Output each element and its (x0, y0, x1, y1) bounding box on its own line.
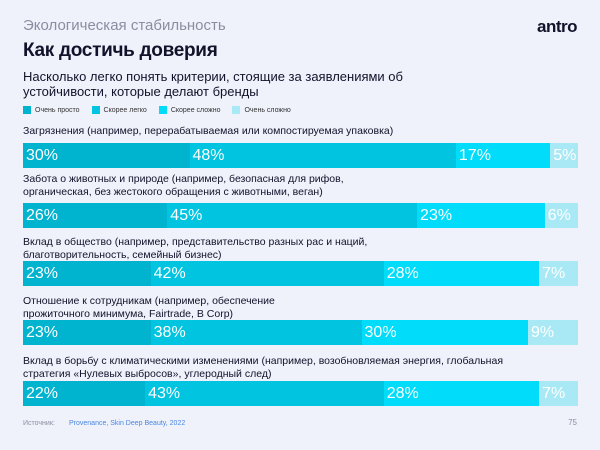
bar-segment: 28% (383, 381, 540, 406)
legend-item: Очень просто (23, 106, 80, 114)
category-label: Забота о животных и природе (например, б… (23, 173, 344, 198)
category-label: Загрязнения (например, перерабатываемая … (23, 125, 394, 137)
source-link[interactable]: Provenance, Skin Deep Beauty, 2022 (69, 420, 186, 427)
legend-label: Скорее сложно (170, 106, 221, 114)
legend-label: Очень просто (35, 106, 80, 114)
legend-swatch (232, 106, 241, 114)
legend-swatch (23, 106, 31, 114)
bar-segment: 6% (544, 203, 578, 228)
data-label: 30% (364, 323, 397, 341)
data-label: 45% (170, 206, 203, 224)
page-number: 75 (568, 418, 577, 427)
data-label: 30% (26, 146, 59, 164)
data-label: 22% (26, 384, 59, 402)
bar-segment: 42% (150, 261, 384, 286)
bar-segment: 7% (539, 261, 578, 286)
data-label: 38% (153, 323, 186, 341)
bar-segment: 38% (150, 320, 362, 345)
data-label: 48% (192, 146, 225, 164)
category-label: Вклад в общество (например, представител… (23, 236, 368, 261)
data-label: 23% (26, 323, 59, 341)
data-label: 23% (26, 264, 59, 282)
data-label: 9% (531, 323, 555, 341)
legend-swatch (158, 106, 167, 114)
data-label: 6% (547, 206, 571, 224)
legend-item: Скорее сложно (158, 106, 221, 114)
legend: Очень просто Скорее легко Скорее сложно Оче… (23, 106, 291, 114)
bar-segment: 45% (167, 203, 418, 228)
data-label: 17% (458, 146, 491, 164)
bar-segment: 22% (23, 381, 146, 406)
data-label: 26% (26, 206, 59, 224)
data-label: 28% (386, 384, 419, 402)
legend-item: Скорее легко (91, 106, 147, 114)
section-title: Экологическая стабильность (23, 17, 226, 34)
bar-segment: 30% (361, 320, 529, 345)
source-label: Источник: (23, 420, 55, 427)
data-label: 28% (386, 264, 419, 282)
legend-swatch (91, 106, 100, 114)
data-label: 7% (542, 384, 566, 402)
category-label: Отношение к сотрудникам (например, обесп… (23, 295, 275, 320)
bar-segment: 26% (23, 203, 168, 228)
data-label: 43% (148, 384, 181, 402)
bar-segment: 48% (189, 143, 456, 168)
legend-label: Очень сложно (244, 106, 291, 114)
category-label: Вклад в борьбу с климатическими изменени… (23, 355, 504, 380)
bar-row: 30% 48% 17% 5% (23, 143, 578, 168)
bar-segment: 23% (23, 320, 151, 345)
page-title: Как достичь доверия (23, 40, 218, 61)
bar-row: 23% 42% 28% 7% (23, 261, 578, 286)
data-label: 5% (553, 146, 577, 164)
bar-segment: 30% (23, 143, 190, 168)
antro-logo: antro (537, 17, 578, 36)
bar-segment: 7% (539, 381, 578, 406)
bar-row: 26% 45% 23% 6% (23, 203, 578, 228)
bar-segment: 5% (550, 143, 578, 168)
bar-row: 22% 43% 28% 7% (23, 381, 578, 406)
bar-segment: 28% (383, 261, 540, 286)
legend-label: Скорее легко (103, 106, 147, 114)
data-label: 7% (542, 264, 566, 282)
legend-item: Очень сложно (232, 106, 291, 114)
bar-row: 23% 38% 30% 9% (23, 320, 578, 345)
data-label: 23% (420, 206, 453, 224)
bar-segment: 43% (145, 381, 384, 406)
bar-segment: 17% (455, 143, 551, 168)
bar-segment: 9% (528, 320, 578, 345)
bar-segment: 23% (23, 261, 151, 286)
data-label: 42% (153, 264, 186, 282)
bar-segment: 23% (417, 203, 545, 228)
chart-title: Насколько легко понять критерии, стоящие… (23, 69, 403, 99)
